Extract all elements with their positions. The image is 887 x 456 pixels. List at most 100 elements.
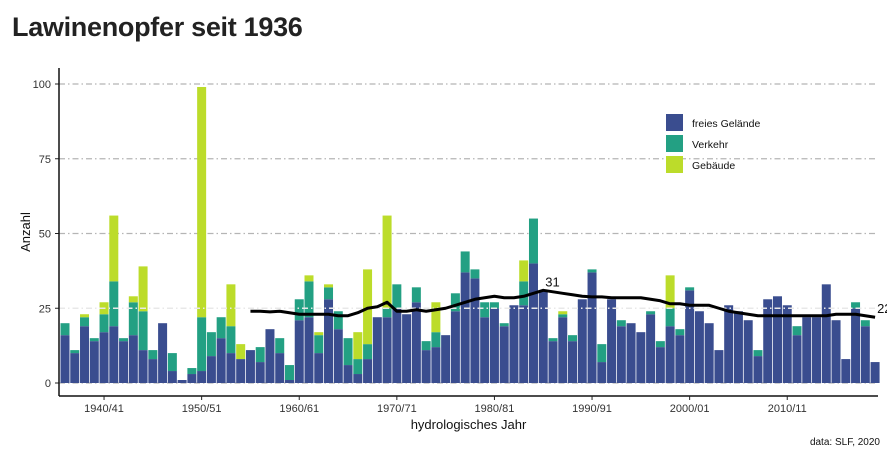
bar-verkehr bbox=[70, 350, 80, 354]
bar-verkehr bbox=[568, 335, 578, 342]
bar-freies-gelände bbox=[245, 350, 255, 383]
bar-freies-gelände bbox=[607, 299, 617, 383]
bar-freies-gelände bbox=[821, 284, 831, 383]
bar-verkehr bbox=[60, 323, 70, 336]
bar-freies-gelände bbox=[636, 332, 646, 383]
bar-freies-gelände bbox=[441, 335, 451, 383]
bar-verkehr bbox=[343, 338, 353, 366]
bar-verkehr bbox=[80, 317, 90, 327]
bar-freies-gelände bbox=[841, 359, 851, 383]
bar-freies-gelände bbox=[216, 338, 226, 383]
bar-verkehr bbox=[226, 326, 236, 354]
bar-freies-gelände bbox=[206, 356, 216, 383]
bar-verkehr bbox=[275, 338, 285, 354]
bar-verkehr bbox=[665, 308, 675, 327]
bar-verkehr bbox=[489, 302, 499, 309]
bar-verkehr bbox=[411, 287, 421, 303]
source-note: data: SLF, 2020 bbox=[810, 437, 880, 448]
bar-verkehr bbox=[548, 338, 558, 342]
bar-verkehr bbox=[119, 338, 129, 342]
bar-freies-gelände bbox=[167, 371, 177, 383]
bar-freies-gelände bbox=[743, 320, 753, 383]
bar-verkehr bbox=[753, 350, 763, 357]
bar-freies-gelände bbox=[284, 380, 294, 383]
bar-freies-gelände bbox=[89, 341, 99, 383]
bar-verkehr bbox=[197, 317, 207, 372]
bar-freies-gelände bbox=[772, 296, 782, 383]
bar-gebäude bbox=[128, 296, 138, 303]
bar-verkehr bbox=[392, 284, 402, 309]
bar-verkehr bbox=[304, 281, 314, 318]
bar-freies-gelände bbox=[831, 320, 841, 383]
bar-freies-gelände bbox=[304, 317, 314, 383]
bar-freies-gelände bbox=[870, 362, 880, 383]
bar-freies-gelände bbox=[148, 359, 158, 383]
bar-freies-gelände bbox=[528, 263, 538, 383]
legend-label: freies Gelände bbox=[692, 118, 760, 130]
y-tick-label: 50 bbox=[39, 229, 51, 241]
bar-verkehr bbox=[284, 365, 294, 381]
bar-verkehr bbox=[655, 341, 665, 348]
bar-verkehr bbox=[148, 350, 158, 360]
bar-freies-gelände bbox=[324, 299, 334, 383]
bar-verkehr bbox=[187, 368, 197, 375]
bar-freies-gelände bbox=[480, 317, 490, 383]
bar-gebäude bbox=[519, 260, 529, 282]
bar-freies-gelände bbox=[753, 356, 763, 383]
bar-freies-gelände bbox=[353, 374, 363, 383]
bar-freies-gelände bbox=[568, 341, 578, 383]
bar-gebäude bbox=[109, 215, 119, 282]
bar-freies-gelände bbox=[60, 335, 70, 383]
bar-freies-gelände bbox=[265, 329, 275, 383]
bar-freies-gelände bbox=[255, 362, 265, 383]
bar-freies-gelände bbox=[197, 371, 207, 383]
legend-swatch bbox=[666, 114, 683, 131]
bar-verkehr bbox=[616, 320, 626, 327]
bar-verkehr bbox=[128, 302, 138, 336]
bar-freies-gelände bbox=[782, 305, 792, 383]
bar-gebäude bbox=[353, 332, 363, 360]
bar-gebäude bbox=[431, 302, 441, 333]
bar-verkehr bbox=[382, 308, 392, 318]
bar-verkehr bbox=[294, 299, 304, 321]
bar-freies-gelände bbox=[392, 308, 402, 383]
bar-freies-gelände bbox=[812, 317, 822, 383]
bar-verkehr bbox=[597, 344, 607, 363]
x-tick-label: 1960/61 bbox=[279, 403, 319, 415]
bar-freies-gelände bbox=[421, 350, 431, 383]
x-tick-label: 1940/41 bbox=[84, 403, 124, 415]
legend-label: Verkehr bbox=[692, 139, 729, 151]
bar-verkehr bbox=[216, 317, 226, 339]
bar-freies-gelände bbox=[226, 353, 236, 383]
bar-freies-gelände bbox=[646, 314, 656, 383]
bar-freies-gelände bbox=[99, 332, 109, 383]
bar-freies-gelände bbox=[187, 374, 197, 383]
bar-freies-gelände bbox=[470, 278, 480, 383]
bar-gebäude bbox=[138, 266, 148, 312]
bar-freies-gelände bbox=[411, 302, 421, 383]
bar-freies-gelände bbox=[363, 359, 373, 383]
x-tick-label: 1990/91 bbox=[572, 403, 612, 415]
bar-freies-gelände bbox=[733, 311, 743, 383]
y-axis-title: Anzahl bbox=[18, 212, 33, 252]
bar-freies-gelände bbox=[714, 350, 724, 383]
chart-title: Lawinenopfer seit 1936 bbox=[12, 12, 303, 42]
bar-freies-gelände bbox=[655, 347, 665, 383]
bar-verkehr bbox=[851, 302, 861, 309]
bar-gebäude bbox=[665, 275, 675, 309]
bar-freies-gelände bbox=[587, 272, 597, 383]
bar-freies-gelände bbox=[119, 341, 129, 383]
legend-swatch bbox=[666, 156, 683, 173]
bar-verkehr bbox=[646, 311, 656, 315]
bar-freies-gelände bbox=[694, 311, 704, 383]
x-axis-title: hydrologisches Jahr bbox=[411, 417, 527, 432]
bar-gebäude bbox=[324, 284, 334, 288]
bar-verkehr bbox=[792, 326, 802, 336]
legend-swatch bbox=[666, 135, 683, 152]
x-tick-label: 2000/01 bbox=[670, 403, 710, 415]
x-tick-label: 1950/51 bbox=[182, 403, 222, 415]
bar-verkehr bbox=[519, 281, 529, 306]
bar-freies-gelände bbox=[499, 326, 509, 383]
bar-freies-gelände bbox=[343, 365, 353, 383]
bar-verkehr bbox=[685, 287, 695, 291]
